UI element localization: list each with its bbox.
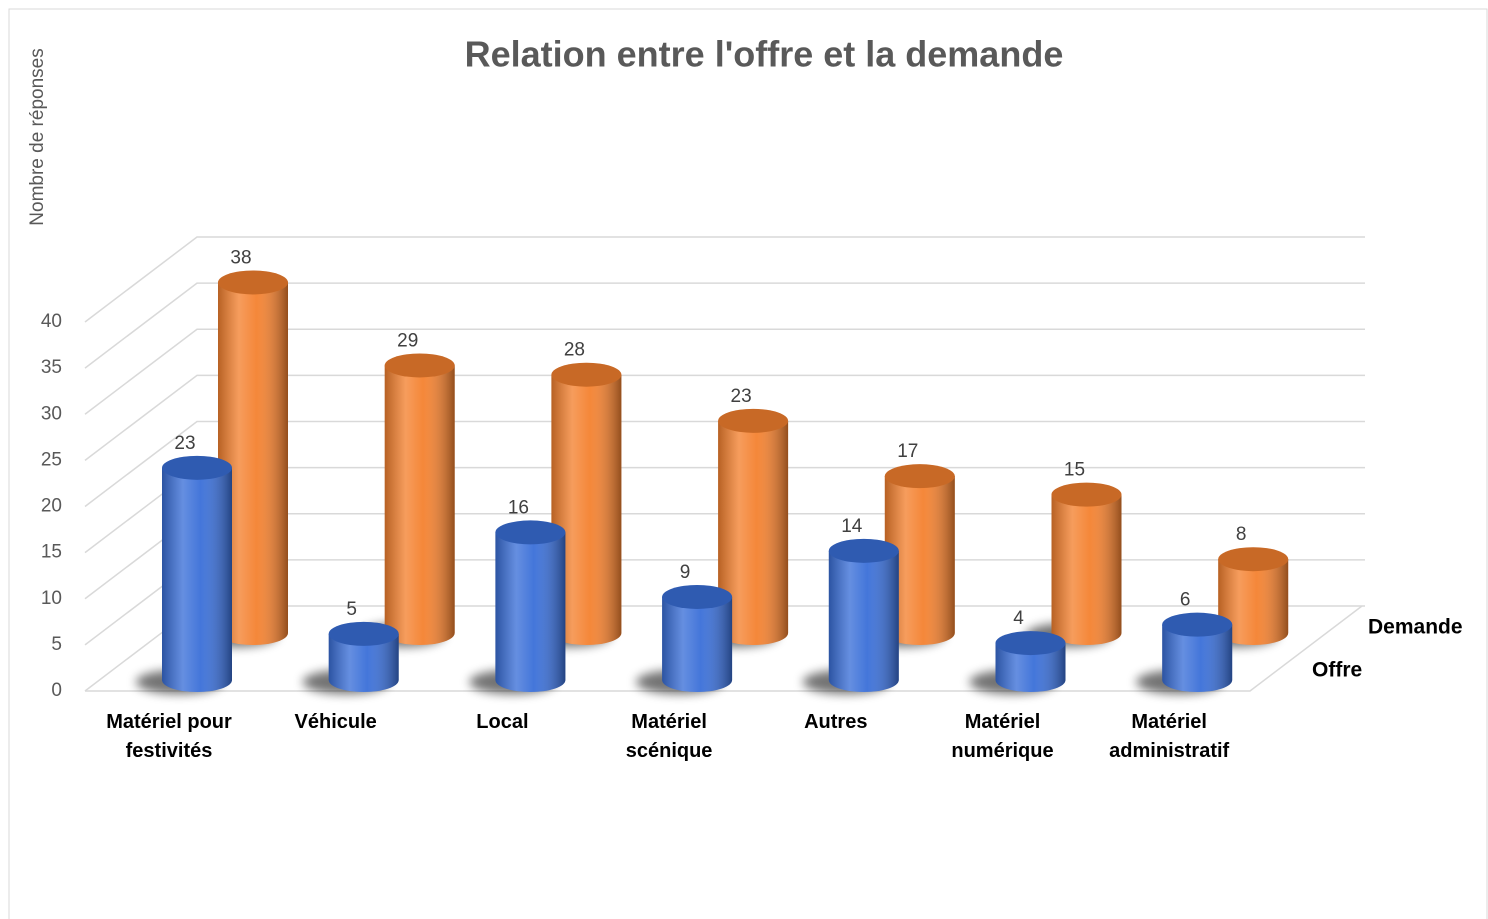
y-tick-label: 15 xyxy=(41,542,62,563)
value-label: 15 xyxy=(1064,460,1085,481)
bar-top-shading xyxy=(1162,612,1233,637)
value-label: 16 xyxy=(508,497,529,518)
bar-top-shading xyxy=(662,584,733,609)
bar-top-shading xyxy=(884,464,955,489)
bar-top xyxy=(718,408,789,433)
value-label: 29 xyxy=(397,330,418,351)
grid-line xyxy=(84,420,1365,508)
y-tick-label: 30 xyxy=(41,403,62,424)
bar-shading xyxy=(718,420,789,645)
bar-shading xyxy=(884,476,955,645)
bar-top-shading xyxy=(218,270,288,295)
bar-shading xyxy=(495,532,566,692)
bar-shading xyxy=(1162,624,1233,692)
value-label: 38 xyxy=(230,247,251,268)
bar-top-shading xyxy=(995,631,1066,656)
bar-top xyxy=(828,538,899,563)
bar-top-shading xyxy=(384,353,455,378)
y-axis-label: Nombre de réponses xyxy=(27,48,48,225)
bar-top xyxy=(328,621,399,646)
bar-top xyxy=(162,455,232,480)
bar-top-shading xyxy=(495,520,566,545)
y-tick-label: 35 xyxy=(41,357,62,378)
value-label: 23 xyxy=(731,386,752,407)
x-tick-label: Matériel administratif xyxy=(1109,711,1230,762)
bar-top-shading xyxy=(718,408,789,433)
grid-line xyxy=(84,328,1365,415)
x-tick-label: Autres xyxy=(804,711,868,733)
bar-top xyxy=(1162,612,1233,637)
value-label: 8 xyxy=(1236,524,1247,545)
bar-top-shading xyxy=(1218,547,1289,572)
value-label: 28 xyxy=(564,340,585,361)
value-label: 14 xyxy=(841,516,863,537)
bar-shading xyxy=(1218,559,1289,645)
series-label: Offre xyxy=(1312,659,1362,682)
chart-title: Relation entre l'offre et la demande xyxy=(465,34,1064,75)
bar-top xyxy=(995,631,1066,656)
bar-shading xyxy=(1051,494,1122,645)
x-tick-label: Local xyxy=(476,711,529,733)
value-label: 4 xyxy=(1013,608,1024,629)
y-tick-label: 10 xyxy=(41,588,62,609)
bar-top xyxy=(551,362,622,387)
x-tick-label: Matériel numérique xyxy=(951,711,1054,762)
y-tick-label: 5 xyxy=(51,634,62,655)
y-tick-label: 0 xyxy=(51,680,62,701)
y-tick-label: 25 xyxy=(41,449,62,470)
bar-top xyxy=(495,520,566,545)
bar-shading xyxy=(328,633,399,692)
bar-top xyxy=(384,353,455,378)
bar-top-shading xyxy=(828,538,899,563)
bar-top xyxy=(662,584,733,609)
grid-line xyxy=(84,282,1365,369)
x-tick-label: Matériel pour festivités xyxy=(106,711,232,762)
value-label: 6 xyxy=(1180,590,1191,611)
bar-shading xyxy=(551,374,622,645)
bar-shading xyxy=(828,550,899,692)
bar-top-shading xyxy=(328,621,399,646)
bar-top xyxy=(1051,482,1122,507)
floor-edge xyxy=(85,605,1363,692)
bar-top xyxy=(1218,547,1289,572)
series-label: Demande xyxy=(1368,616,1463,639)
bar-top xyxy=(218,270,288,295)
y-tick-label: 40 xyxy=(41,311,62,332)
grid-line xyxy=(84,374,1365,461)
bar-shading xyxy=(995,643,1066,692)
bar-shading xyxy=(162,467,232,692)
bar-top-shading xyxy=(162,455,232,480)
value-label: 9 xyxy=(680,562,691,583)
value-label: 17 xyxy=(897,441,918,462)
bar-shading xyxy=(218,282,288,645)
x-tick-label: Véhicule xyxy=(294,711,377,733)
bar-shading xyxy=(662,596,733,692)
bar-top-shading xyxy=(551,362,622,387)
bar-shading xyxy=(384,365,455,645)
grid-line xyxy=(84,236,1365,323)
value-label: 23 xyxy=(174,433,195,454)
chart-border xyxy=(8,8,1488,919)
x-tick-label: Matériel scénique xyxy=(625,711,713,762)
value-label: 5 xyxy=(346,599,357,620)
bar-top xyxy=(884,464,955,489)
bar-top-shading xyxy=(1051,482,1122,507)
y-tick-label: 20 xyxy=(41,496,62,517)
